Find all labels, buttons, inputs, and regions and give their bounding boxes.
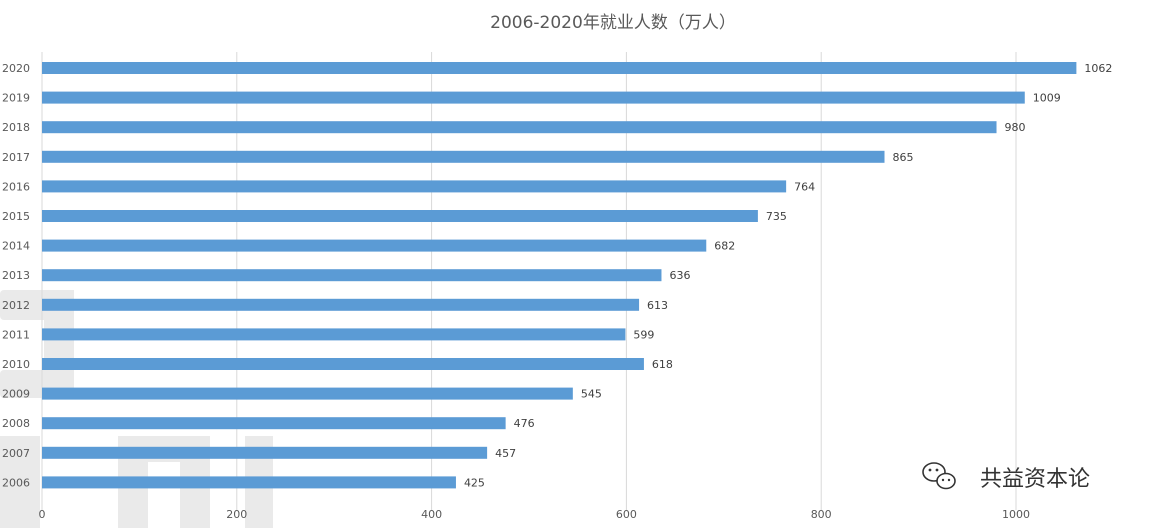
bar-2018 — [42, 121, 997, 134]
data-label-2019: 1009 — [1033, 92, 1061, 105]
data-label-2014: 682 — [714, 240, 735, 253]
y-tick-label-2006: 2006 — [2, 476, 30, 489]
bar-2007 — [42, 446, 488, 459]
x-tick-label: 0 — [39, 508, 46, 521]
data-label-2006: 425 — [464, 476, 485, 489]
bar-2014 — [42, 239, 707, 252]
data-label-2016: 764 — [794, 180, 815, 193]
bar-2012 — [42, 298, 640, 311]
y-tick-label-2010: 2010 — [2, 358, 30, 371]
watermark-text: 共益资本论 — [980, 467, 1090, 492]
y-tick-label-2016: 2016 — [2, 180, 30, 193]
value-labels: 1062 1009 980 865 764 735 682 636 613 599 618 545 47… — [464, 62, 1112, 489]
data-label-2013: 636 — [669, 269, 690, 282]
data-label-2007: 457 — [495, 447, 516, 460]
chart-title: 2006-2020年就业人数（万人） — [490, 13, 736, 33]
data-label-2012: 613 — [647, 299, 668, 312]
y-tick-label-2009: 2009 — [2, 388, 30, 401]
bar-2013 — [42, 269, 662, 282]
data-label-2008: 476 — [514, 417, 535, 430]
data-label-2011: 599 — [633, 328, 654, 341]
bar-2006 — [42, 476, 456, 489]
y-tick-label-2019: 2019 — [2, 92, 30, 105]
y-tick-label-2007: 2007 — [2, 447, 30, 460]
x-tick-label: 600 — [616, 508, 637, 521]
x-tick-label: 200 — [226, 508, 247, 521]
y-tick-label-2018: 2018 — [2, 121, 30, 134]
y-tick-label-2017: 2017 — [2, 151, 30, 164]
y-tick-label-2015: 2015 — [2, 210, 30, 223]
x-tick-label: 1000 — [1002, 508, 1030, 521]
x-axis-tick-labels: 0 200 400 600 800 1000 — [39, 508, 1031, 521]
y-tick-label-2020: 2020 — [2, 62, 30, 75]
data-label-2009: 545 — [581, 388, 602, 401]
data-label-2017: 865 — [893, 151, 914, 164]
y-tick-label-2011: 2011 — [2, 328, 30, 341]
x-tick-label: 400 — [421, 508, 442, 521]
data-label-2015: 735 — [766, 210, 787, 223]
data-label-2018: 980 — [1005, 121, 1026, 134]
data-label-2020: 1062 — [1084, 62, 1112, 75]
y-tick-label-2014: 2014 — [2, 240, 30, 253]
x-tick-label: 800 — [811, 508, 832, 521]
bar-2011 — [42, 328, 626, 341]
bar-2017 — [42, 150, 885, 163]
y-axis-tick-labels: 2020 2019 2018 2017 2016 2015 2014 2013 2012 2011… — [2, 62, 30, 489]
watermark: 共益资本论 — [922, 462, 1090, 492]
y-tick-label-2013: 2013 — [2, 269, 30, 282]
y-tick-label-2012: 2012 — [2, 299, 30, 312]
bar-2019 — [42, 91, 1025, 104]
wechat-icon — [922, 462, 956, 490]
bar-2016 — [42, 180, 787, 193]
bar-2015 — [42, 210, 758, 222]
bar-2020 — [42, 62, 1077, 74]
bar-2008 — [42, 417, 506, 430]
data-label-2010: 618 — [652, 358, 673, 371]
bar-2010 — [42, 358, 644, 370]
bar-2009 — [42, 387, 573, 400]
background-watermark — [0, 290, 273, 528]
bars — [42, 62, 1077, 489]
y-tick-label-2008: 2008 — [2, 417, 30, 430]
